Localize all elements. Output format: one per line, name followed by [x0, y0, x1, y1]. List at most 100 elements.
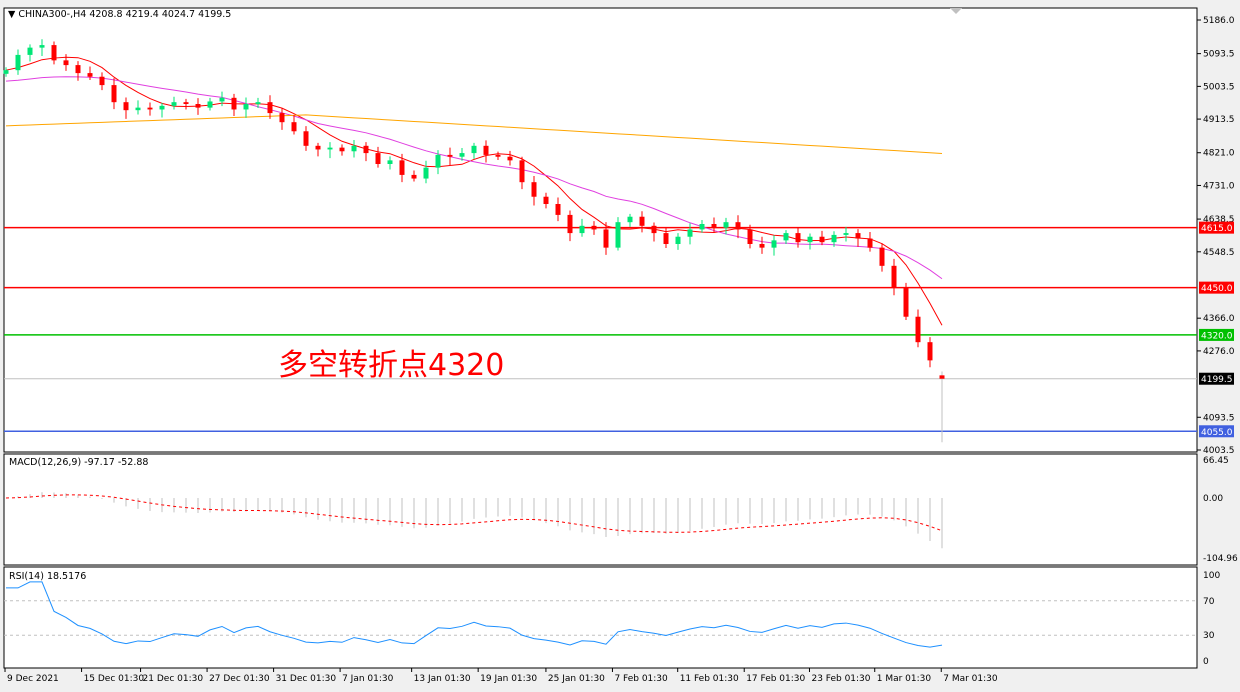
macd-pane [3, 453, 1198, 566]
time-tick-label: 31 Dec 01:30 [276, 674, 337, 684]
candle-body [855, 233, 861, 239]
time-tick-label: 9 Dec 2021 [7, 674, 59, 684]
price-tick-label: 4548.5 [1203, 248, 1235, 258]
rsi-tick-label: 70 [1203, 597, 1215, 607]
price-tick-label: 5186.0 [1203, 16, 1235, 26]
level-tag-label: 4450.0 [1201, 284, 1233, 294]
candle-body [291, 122, 297, 132]
candle-body [807, 236, 813, 243]
candle-body [939, 375, 945, 379]
candle-body [267, 102, 273, 114]
candle-body [687, 229, 693, 237]
macd-signal-line [5, 494, 943, 533]
candle-body [927, 342, 933, 361]
candle-body [87, 73, 93, 77]
candle-body [543, 196, 549, 204]
level-tag-label: 4199.5 [1201, 375, 1233, 385]
time-tick-label: 25 Jan 01:30 [548, 674, 605, 684]
candle-body [99, 76, 105, 86]
candle-body [399, 160, 405, 175]
candle-body [711, 224, 717, 228]
price-tick-label: 4003.5 [1203, 446, 1235, 456]
rsi-tick-label: 100 [1203, 571, 1220, 581]
time-tick-label: 21 Dec 01:30 [143, 674, 204, 684]
level-tag [1199, 328, 1234, 341]
candle-body [63, 60, 69, 66]
price-tick-label: 4638.5 [1203, 215, 1235, 225]
candle-body [3, 70, 9, 74]
candle-body [879, 247, 885, 266]
candle-body [111, 85, 117, 103]
level-tag [1199, 425, 1234, 438]
candle-body [903, 287, 909, 317]
candle-body [723, 222, 729, 228]
candle-body [567, 214, 573, 234]
candle-body [783, 233, 789, 241]
time-tick-label: 13 Jan 01:30 [414, 674, 471, 684]
price-tick-label: 4913.5 [1203, 115, 1235, 125]
time-tick-label: 23 Feb 01:30 [811, 674, 870, 684]
candle-body [423, 167, 429, 179]
time-tick-label: 11 Feb 01:30 [680, 674, 739, 684]
candle-body [735, 222, 741, 230]
candle-body [255, 102, 261, 104]
candle-body [315, 145, 321, 150]
time-tick-label: 27 Dec 01:30 [209, 674, 270, 684]
annotation-text: 多空转折点4320 [278, 348, 505, 383]
price-tick-label: 4276.0 [1203, 347, 1235, 357]
candle-body [27, 47, 33, 55]
candle-body [651, 225, 657, 234]
candle-body [579, 225, 585, 234]
candle-body [39, 45, 45, 48]
price-tick-label: 5093.5 [1203, 50, 1235, 60]
candle-body [795, 233, 801, 243]
macd-label: MACD(12,26,9) -97.17 -52.88 [9, 457, 149, 468]
candle-body [531, 182, 537, 197]
time-tick-label: 7 Jan 01:30 [342, 674, 394, 684]
price-tick-label: 4821.0 [1203, 149, 1235, 159]
candle-body [351, 145, 357, 152]
candle-body [663, 233, 669, 244]
candle-body [471, 145, 477, 154]
candle-body [435, 154, 441, 168]
candle-body [747, 229, 753, 244]
candle-body [339, 147, 345, 152]
level-tag [1199, 372, 1234, 385]
candle-body [231, 97, 237, 110]
candle-body [303, 131, 309, 146]
macd-tick-label: 66.45 [1203, 456, 1229, 466]
candle-body [495, 154, 501, 157]
candle-body [123, 102, 129, 111]
rsi-pane [3, 566, 1198, 669]
candle-body [327, 147, 333, 150]
dropdown-triangle-icon[interactable]: ▼ [8, 9, 16, 20]
candle-body [819, 236, 825, 243]
candle-body [75, 65, 81, 74]
candle-body [627, 216, 633, 223]
candle-body [15, 54, 21, 71]
rsi-line [6, 581, 943, 648]
time-tick-label: 15 Dec 01:30 [84, 674, 145, 684]
candle-body [675, 236, 681, 244]
candle-body [147, 107, 153, 110]
candle-body [891, 265, 897, 288]
price-tick-label: 5003.5 [1203, 82, 1235, 92]
time-tick-label: 7 Feb 01:30 [614, 674, 668, 684]
candle-body [843, 233, 849, 235]
candle-body [591, 225, 597, 230]
rsi-tick-label: 0 [1203, 657, 1209, 667]
candle-body [459, 153, 465, 157]
candle-body [195, 104, 201, 108]
candle-body [243, 104, 249, 110]
candle-body [555, 204, 561, 215]
candle-body [639, 216, 645, 226]
main-pane [3, 7, 1198, 453]
chart-header: ▼ CHINA300-,H4 4208.8 4219.4 4024.7 4199… [8, 9, 231, 20]
candle-body [831, 234, 837, 243]
level-tag-label: 4320.0 [1201, 331, 1233, 341]
candle-body [615, 222, 621, 248]
price-tick-label: 4366.0 [1203, 314, 1235, 324]
candle-body [183, 102, 189, 104]
